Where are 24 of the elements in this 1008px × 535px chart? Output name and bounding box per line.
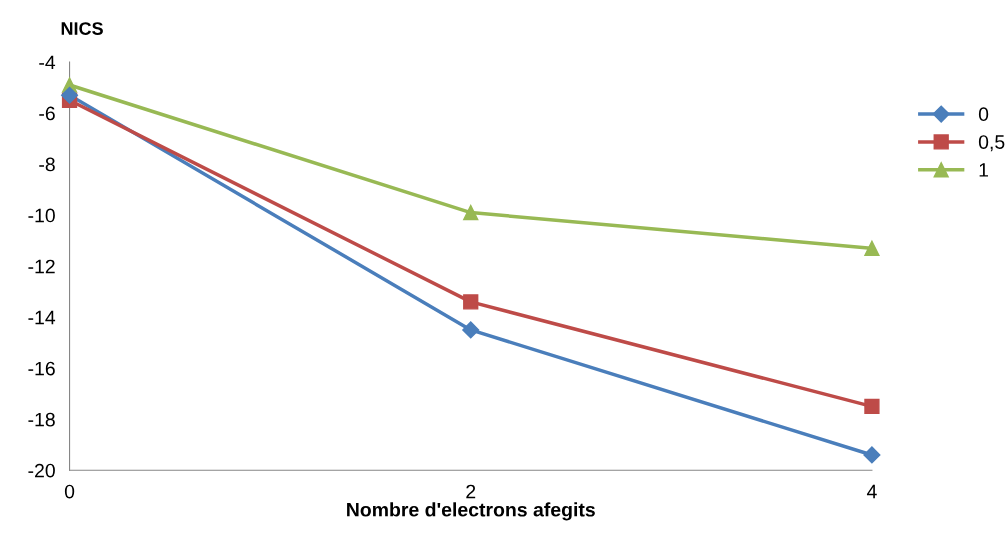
y-tick-label: -12	[28, 259, 55, 274]
point	[863, 446, 881, 464]
y-tick-label: -6	[39, 106, 55, 121]
y-tick-label: -4	[39, 55, 56, 70]
point	[864, 398, 880, 415]
legend-label: 0,5	[978, 135, 1005, 152]
y-tick-label: -8	[39, 157, 55, 172]
x-tick-label: 0	[64, 484, 75, 499]
point	[61, 86, 79, 104]
y-tick-label: -20	[28, 463, 55, 478]
x-axis-title: Nombre d'electrons afegits	[347, 502, 595, 521]
y-tick-label: -10	[28, 208, 55, 223]
y-axis-title: NICS	[61, 22, 103, 35]
legend-label: 0	[978, 107, 989, 122]
y-tick-label: -14	[28, 310, 56, 325]
point	[463, 204, 479, 221]
x-tick-label: 4	[866, 484, 877, 499]
legend-label: 1	[979, 163, 989, 177]
y-tick-label: -18	[28, 412, 55, 427]
point	[864, 240, 880, 256]
point	[463, 294, 479, 310]
x-tick-label: 2	[466, 484, 476, 499]
y-tick-label: -16	[28, 361, 55, 376]
point	[462, 321, 480, 339]
